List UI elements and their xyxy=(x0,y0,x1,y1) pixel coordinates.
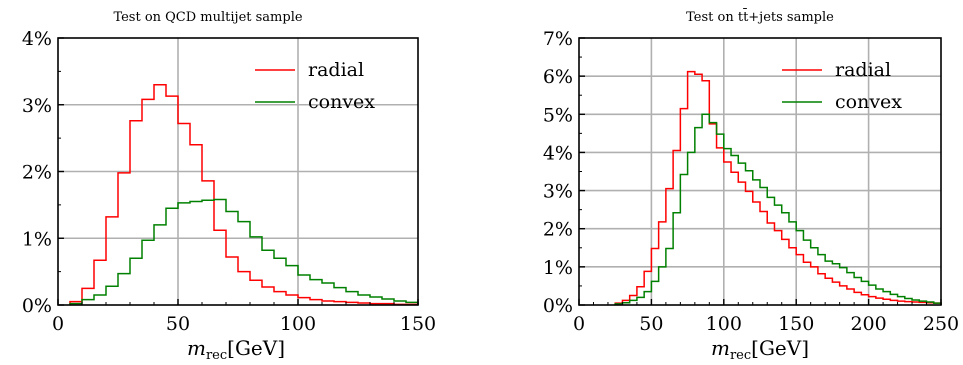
x-tick-label: 150 xyxy=(400,313,436,335)
y-tick-label: 6% xyxy=(543,66,573,88)
y-tick-label: 2% xyxy=(543,219,573,241)
y-tick-label: 4% xyxy=(22,28,52,50)
x-tick-label: 100 xyxy=(706,313,742,335)
series-radial-line xyxy=(69,83,419,306)
ttbar-chart: 0 50 100 150 200 250 0% 1% 2% 3% 4% 5% 6% 7% Test on t… xyxy=(543,8,959,363)
legend-label-convex: convex xyxy=(308,91,375,113)
chart-title: Test on QCD multijet sample xyxy=(113,10,302,25)
y-tick-label: 2% xyxy=(22,162,52,184)
y-tick-label: 4% xyxy=(543,142,573,164)
y-tick-label: 0% xyxy=(22,295,52,317)
x-axis-label: mrec[GeV] xyxy=(187,336,285,363)
y-tick-label: 7% xyxy=(543,28,573,50)
x-tick-label: 50 xyxy=(166,313,190,335)
y-tick-label: 1% xyxy=(22,228,52,250)
x-tick-label: 150 xyxy=(778,313,814,335)
x-tick-label: 250 xyxy=(923,313,959,335)
series-radial-line xyxy=(614,70,942,305)
y-tick-label: 3% xyxy=(22,95,52,117)
x-tick-label: 100 xyxy=(280,313,316,335)
legend-label-radial: radial xyxy=(835,59,891,81)
x-tick-label: 200 xyxy=(850,313,886,335)
y-tick-label: 5% xyxy=(543,104,573,126)
legend-label-convex: convex xyxy=(835,91,902,113)
y-tick-label: 3% xyxy=(543,181,573,203)
y-tick-label: 0% xyxy=(543,295,573,317)
series-convex-line xyxy=(69,198,419,305)
x-axis-label: mrec[GeV] xyxy=(711,336,809,363)
y-tick-label: 1% xyxy=(543,257,573,279)
qcd-chart: 0 50 100 150 0% 1% 2% 3% 4% Test on QCD multijet … xyxy=(22,10,436,363)
series-convex-line xyxy=(614,113,942,305)
legend-label-radial: radial xyxy=(308,59,364,81)
x-tick-label: 0 xyxy=(52,313,64,335)
x-tick-label: 0 xyxy=(573,313,585,335)
chart-title: Test on tt̄+jets sample xyxy=(686,8,834,25)
x-tick-label: 50 xyxy=(639,313,663,335)
